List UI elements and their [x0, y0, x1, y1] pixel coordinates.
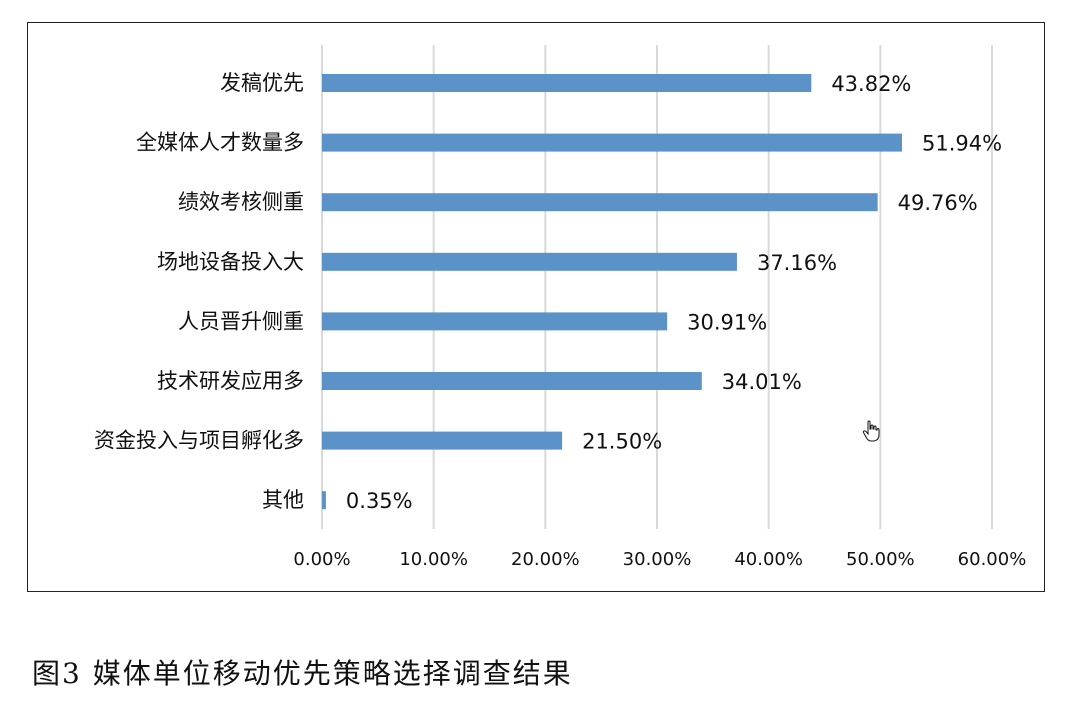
- value-label: 34.01%: [722, 370, 802, 394]
- value-label: 37.16%: [757, 251, 837, 275]
- bar: [322, 193, 878, 212]
- bar-layer: [322, 74, 902, 510]
- x-tick-label: 50.00%: [846, 549, 915, 570]
- value-label: 21.50%: [582, 430, 662, 454]
- category-label: 全媒体人才数量多: [136, 131, 304, 155]
- x-tick-label: 30.00%: [623, 549, 692, 570]
- value-label: 43.82%: [831, 72, 911, 96]
- category-label: 人员晋升侧重: [178, 309, 304, 333]
- label-layer: 发稿优先 43.82% 全媒体人才数量多 51.94% 绩效考核侧重 49.76% 场地设备…: [94, 71, 1002, 513]
- category-label: 技术研发应用多: [157, 369, 304, 393]
- bar: [322, 133, 902, 152]
- category-label: 其他: [262, 488, 304, 512]
- category-label: 资金投入与项目孵化多: [94, 429, 304, 453]
- tick-layer: 0.00% 10.00% 20.00% 30.00% 40.00% 50.00% 60.00…: [293, 549, 1026, 570]
- bar: [322, 74, 812, 92]
- value-label: 49.76%: [898, 191, 978, 215]
- x-tick-label: 0.00%: [293, 549, 350, 570]
- bar: [322, 312, 668, 331]
- value-label: 51.94%: [922, 132, 1002, 156]
- value-label: 0.35%: [346, 489, 413, 513]
- x-tick-label: 40.00%: [734, 549, 803, 570]
- bar: [322, 431, 563, 450]
- x-tick-label: 20.00%: [511, 549, 580, 570]
- category-label: 绩效考核侧重: [178, 190, 304, 214]
- bar: [322, 372, 702, 390]
- category-label: 发稿优先: [220, 71, 304, 95]
- bar: [322, 491, 326, 510]
- hand-pointer-icon: [862, 420, 880, 442]
- figure-caption: 图3 媒体单位移动优先策略选择调查结果: [32, 657, 573, 690]
- x-tick-label: 60.00%: [958, 549, 1027, 570]
- chart-frame: 发稿优先 43.82% 全媒体人才数量多 51.94% 绩效考核侧重 49.76% 场地设备…: [27, 22, 1045, 592]
- category-label: 场地设备投入大: [157, 250, 304, 274]
- bar-chart: 发稿优先 43.82% 全媒体人才数量多 51.94% 绩效考核侧重 49.76% 场地设备…: [94, 45, 1026, 570]
- bar: [322, 252, 737, 271]
- grid-layer: [321, 45, 993, 529]
- x-tick-label: 10.00%: [399, 549, 468, 570]
- value-label: 30.91%: [687, 310, 767, 334]
